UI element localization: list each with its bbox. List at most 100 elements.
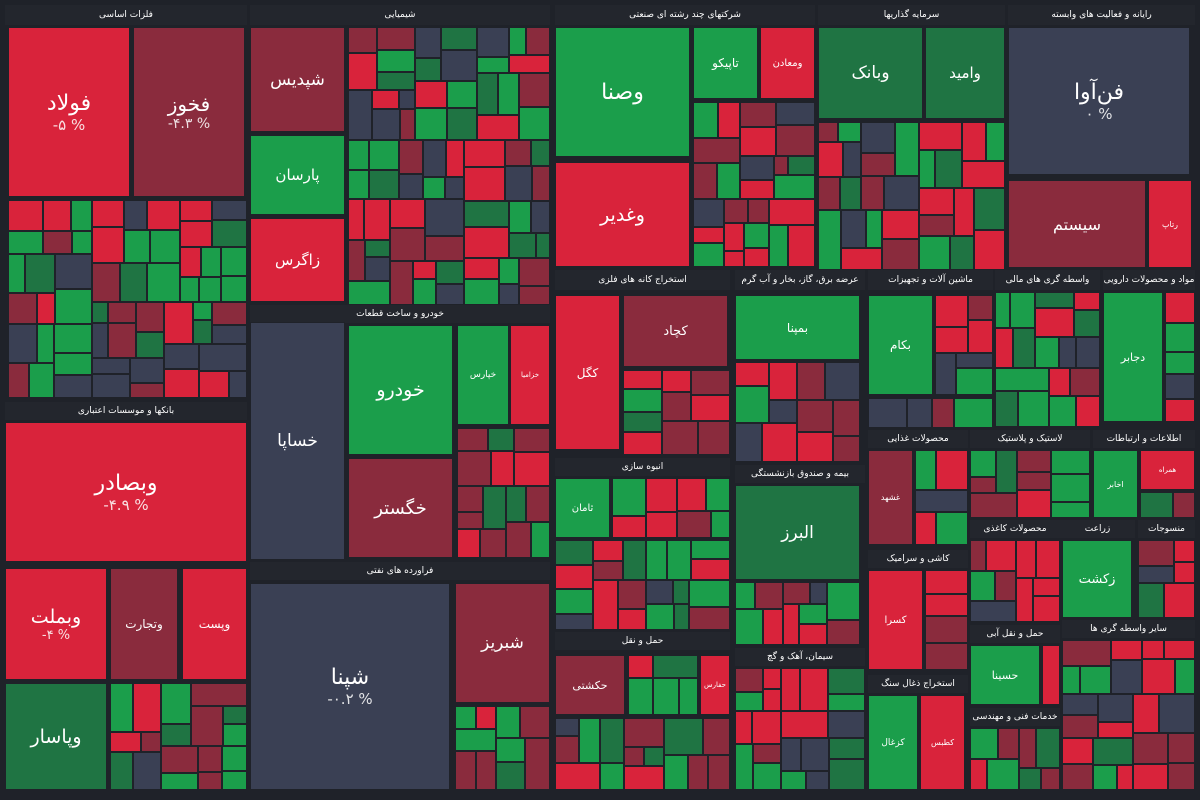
stock-tile xyxy=(147,263,180,302)
stock-symbol: اخابر xyxy=(1107,479,1124,489)
stock-tile xyxy=(164,302,193,344)
stock-tile xyxy=(1070,368,1100,396)
stock-tile xyxy=(954,188,974,236)
stock-tile xyxy=(483,486,506,529)
stock-tile xyxy=(436,284,464,305)
stock-tile: شپدیس xyxy=(250,27,345,132)
stock-tile xyxy=(555,589,593,614)
stock-tile xyxy=(689,580,730,607)
sector-title: رایانه و فعالیت های وابسته xyxy=(1008,5,1195,25)
sector-title: سیمان، آهک و گچ xyxy=(735,648,865,666)
stock-tile: حفارس xyxy=(700,655,730,715)
stock-symbol: فخوز xyxy=(167,92,211,116)
stock-symbol: وپاسار xyxy=(30,725,82,748)
stock-tile: شبریز xyxy=(455,583,550,703)
stock-tile xyxy=(477,57,509,73)
stock-tile xyxy=(612,516,646,538)
stock-tile xyxy=(995,368,1049,391)
stock-tile xyxy=(752,711,781,744)
stock-tile xyxy=(415,27,441,58)
stock-tile xyxy=(441,50,477,81)
stock-tile xyxy=(623,432,662,455)
stock-tile xyxy=(399,140,423,174)
sector-title: انبوه سازی xyxy=(555,458,730,476)
stock-tile xyxy=(679,678,698,715)
stock-tile xyxy=(72,231,92,254)
stock-tile xyxy=(646,604,674,630)
stock-symbol: وصنا xyxy=(601,79,644,105)
stock-tile xyxy=(925,616,968,643)
stock-tile xyxy=(1019,768,1041,790)
stock-change: % ۴.۳- xyxy=(167,116,211,132)
stock-tile xyxy=(455,751,476,790)
stock-tile xyxy=(124,200,147,230)
stock-tile xyxy=(555,736,579,763)
stock-tile xyxy=(133,683,161,732)
stock-tile xyxy=(180,277,199,302)
stock-tile xyxy=(1062,666,1080,694)
sector-title-text: مواد و محصولات دارویی xyxy=(1103,275,1195,285)
stock-tile xyxy=(532,166,550,201)
stock-tile xyxy=(365,240,390,257)
stock-tile xyxy=(1165,352,1195,374)
stock-tile xyxy=(212,220,247,247)
stock-tile xyxy=(1111,640,1142,660)
stock-tile xyxy=(962,122,986,161)
stock-tile xyxy=(653,655,698,678)
sector-title: فلزات اساسی xyxy=(5,5,247,25)
stock-tile xyxy=(740,127,776,156)
stock-tile xyxy=(1138,583,1164,618)
stock-tile xyxy=(369,170,399,199)
stock-tile xyxy=(1138,566,1174,583)
sector-title-text: فراورده های نفتی xyxy=(366,566,434,576)
stock-tile: وپست xyxy=(182,568,247,680)
stock-tile xyxy=(455,729,496,751)
stock-tile xyxy=(843,142,861,177)
stock-tile: وتجارت xyxy=(110,568,178,680)
stock-tile xyxy=(797,362,825,400)
stock-tile xyxy=(110,752,133,790)
stock-tile xyxy=(925,594,968,616)
stock-tile: خزامیا xyxy=(510,325,550,425)
stock-tile xyxy=(593,561,623,580)
stock-tile xyxy=(974,188,1005,230)
stock-symbol: حفارس xyxy=(704,681,726,689)
stock-tile xyxy=(348,281,390,305)
stock-tile xyxy=(212,302,247,325)
stock-tile: وبملت% ۴- xyxy=(5,568,107,680)
stock-tile xyxy=(1017,472,1051,490)
stock-tile xyxy=(781,771,806,790)
stock-symbol: تاپیکو xyxy=(712,56,739,70)
stock-tile xyxy=(769,362,797,400)
stock-tile xyxy=(998,728,1019,759)
stock-tile xyxy=(201,247,221,277)
stock-tile xyxy=(480,529,506,558)
sector-title: مواد و محصولات دارویی xyxy=(1103,270,1195,290)
stock-tile xyxy=(531,140,550,166)
stock-tile xyxy=(92,302,108,323)
stock-tile xyxy=(514,428,550,452)
stock-symbol: شبریز xyxy=(481,633,524,653)
stock-symbol: وبصادر xyxy=(94,470,158,496)
stock-tile xyxy=(677,511,711,538)
stock-tile xyxy=(925,643,968,670)
stock-tile xyxy=(161,773,198,790)
stock-change: % ۴.۹- xyxy=(103,495,149,514)
stock-tile xyxy=(377,50,415,72)
sector-title: ماشین آلات و تجهیزات xyxy=(868,270,993,290)
stock-tile xyxy=(735,744,753,790)
stock-tile xyxy=(1165,374,1195,399)
stock-tile xyxy=(54,353,92,375)
stock-tile xyxy=(781,711,828,738)
stock-tile xyxy=(691,559,730,580)
stock-tile xyxy=(740,180,774,199)
stock-symbol: کزغال xyxy=(881,737,905,748)
stock-tile xyxy=(995,391,1018,427)
stock-tile xyxy=(161,746,198,773)
stock-tile xyxy=(915,512,936,545)
stock-tile xyxy=(141,732,161,752)
stock-tile xyxy=(1168,763,1195,790)
stock-tile xyxy=(838,122,861,142)
stock-tile xyxy=(229,371,247,398)
stock-tile xyxy=(1074,292,1100,310)
